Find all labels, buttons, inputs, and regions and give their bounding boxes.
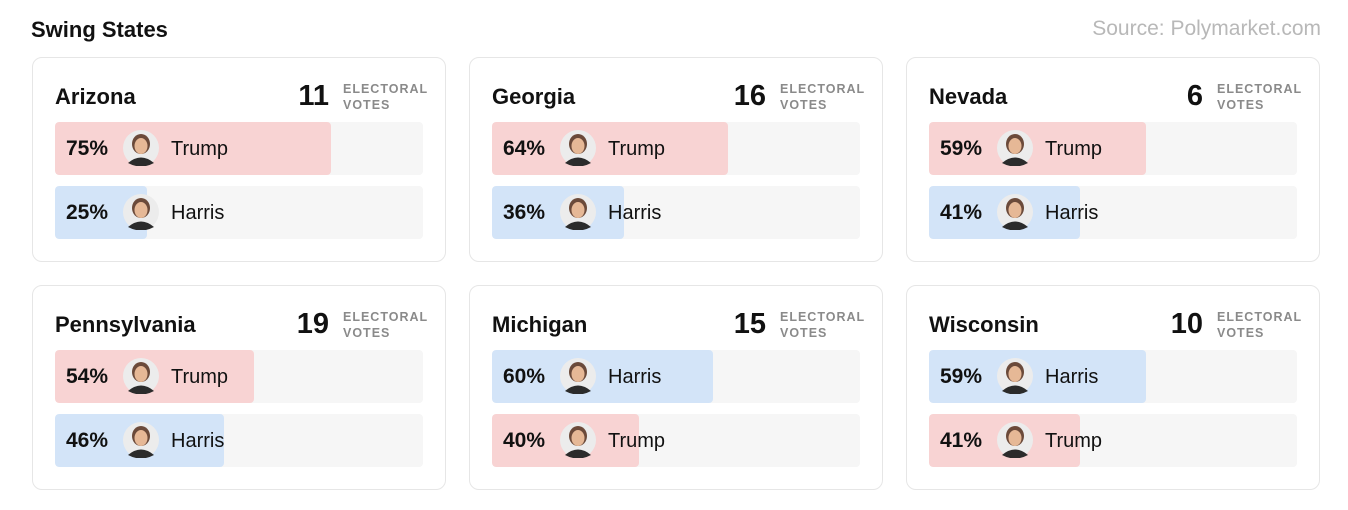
page-title: Swing States [31,17,168,42]
percent-label: 36% [503,201,546,224]
avatar [123,194,159,230]
bar-track: 41% Harris [929,186,1297,239]
electoral-votes-label: ELECTORAL VOTES [343,310,428,340]
bar-track: 25% Harris [55,186,423,239]
electoral-votes: 10 [1170,308,1203,340]
candidate-name: Harris [608,366,662,388]
avatar [997,422,1033,458]
percent-bar [929,350,1147,403]
bar-track: 75% Trump [55,122,423,175]
percent-bar [492,350,713,403]
percent-label: 41% [940,429,983,452]
state-name: Arizona [55,84,136,109]
avatar [123,358,159,394]
electoral-votes-label: ELECTORAL VOTES [780,82,865,112]
state-card: Wisconsin 10 ELECTORAL VOTES 59% Harris 41% Tr… [906,285,1320,490]
electoral-votes-label: ELECTORAL VOTES [343,82,428,112]
percent-label: 59% [940,137,983,160]
state-name: Pennsylvania [55,312,196,337]
percent-bar [55,122,331,175]
electoral-votes: 6 [1186,80,1203,112]
avatar [560,194,596,230]
bar-track: 36% Harris [492,186,860,239]
bar-track: 60% Harris [492,350,860,403]
state-name: Georgia [492,84,576,109]
electoral-votes: 16 [733,80,766,112]
state-card: Arizona 11 ELECTORAL VOTES 75% Trump 25% Harri… [32,57,446,262]
bar-track: 59% Harris [929,350,1297,403]
state-card: Pennsylvania 19 ELECTORAL VOTES 54% Trump 46%… [32,285,446,490]
state-card: Michigan 15 ELECTORAL VOTES 60% Harris 40% Tru… [469,285,883,490]
candidate-name: Trump [1045,138,1103,160]
electoral-votes-label: ELECTORAL VOTES [1217,310,1302,340]
percent-label: 25% [66,201,109,224]
avatar [997,194,1033,230]
avatar [560,130,596,166]
percent-label: 64% [503,137,546,160]
candidate-name: Trump [171,366,229,388]
avatar [123,422,159,458]
bar-track: 59% Trump [929,122,1297,175]
candidate-name: Harris [608,202,662,224]
percent-label: 41% [940,201,983,224]
electoral-votes-label: ELECTORAL VOTES [780,310,865,340]
candidate-name: Trump [1045,430,1103,452]
avatar [997,358,1033,394]
state-card: Georgia 16 ELECTORAL VOTES 64% Trump 36% Harri… [469,57,883,262]
percent-label: 75% [66,137,109,160]
state-name: Wisconsin [929,312,1039,337]
bar-track: 46% Harris [55,414,423,467]
electoral-votes: 11 [298,80,329,112]
bar-track: 40% Trump [492,414,860,467]
state-name: Nevada [929,84,1008,109]
bar-track: 54% Trump [55,350,423,403]
percent-bar [929,122,1147,175]
state-name: Michigan [492,312,588,337]
electoral-votes-label: ELECTORAL VOTES [1217,82,1302,112]
candidate-name: Harris [171,202,225,224]
source: Source: Polymarket.com [1092,17,1321,40]
candidate-name: Trump [608,138,666,160]
percent-label: 59% [940,365,983,388]
percent-label: 54% [66,365,109,388]
percent-label: 60% [503,365,546,388]
bar-track: 64% Trump [492,122,860,175]
candidate-name: Harris [171,430,225,452]
avatar [997,130,1033,166]
electoral-votes: 19 [296,308,329,340]
candidate-name: Trump [608,430,666,452]
percent-label: 40% [503,429,546,452]
candidate-name: Harris [1045,202,1099,224]
avatar [560,358,596,394]
candidate-name: Trump [171,138,229,160]
percent-bar [492,122,728,175]
electoral-votes: 15 [733,308,766,340]
percent-label: 46% [66,429,109,452]
avatar [123,130,159,166]
candidate-name: Harris [1045,366,1099,388]
state-card: Nevada 6 ELECTORAL VOTES 59% Trump 41% Harris [906,57,1320,262]
percent-bar [492,186,625,239]
bar-track: 41% Trump [929,414,1297,467]
avatar [560,422,596,458]
